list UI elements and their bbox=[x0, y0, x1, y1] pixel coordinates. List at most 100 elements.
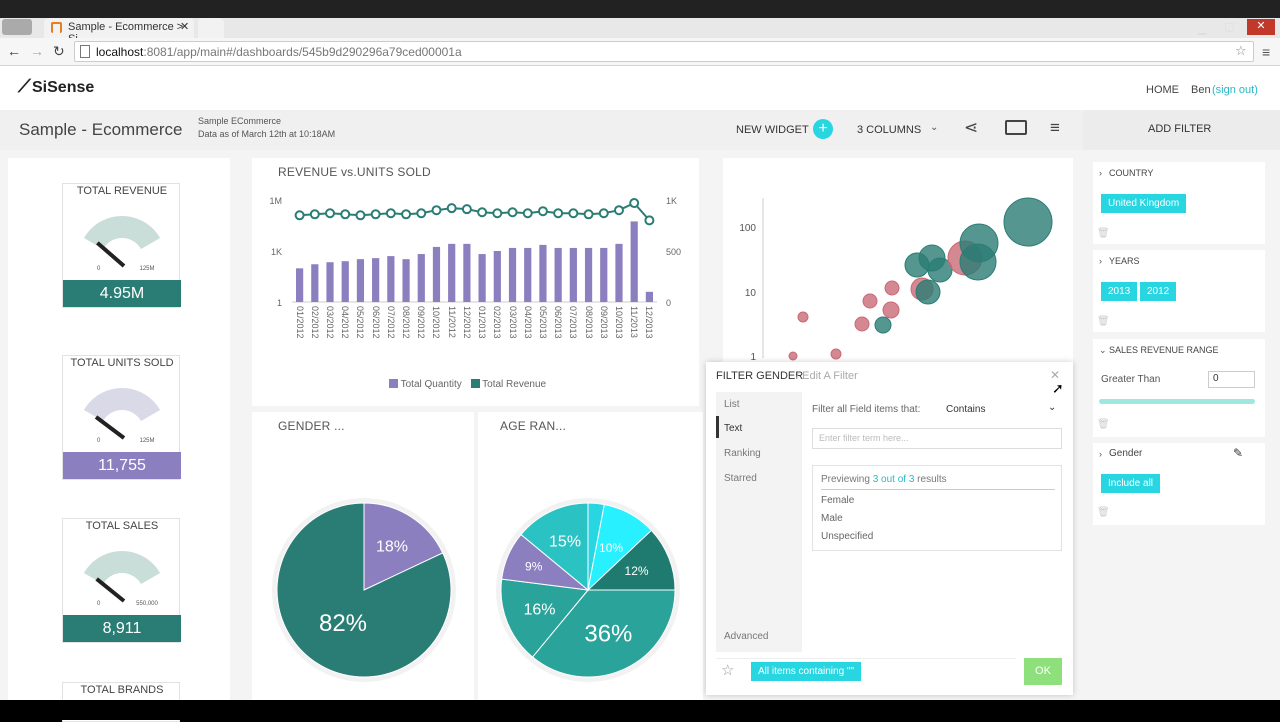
line-point[interactable] bbox=[340, 209, 351, 220]
monitor-icon[interactable] bbox=[1005, 120, 1027, 135]
trash-icon[interactable]: 🗑 bbox=[1097, 316, 1110, 327]
trash-icon[interactable]: 🗑 bbox=[1097, 419, 1110, 430]
new-tab-button[interactable] bbox=[198, 18, 224, 38]
forward-icon[interactable]: → bbox=[30, 43, 44, 59]
year-chip-2013[interactable]: 2013 bbox=[1101, 282, 1138, 301]
back-icon[interactable]: ← bbox=[7, 43, 21, 59]
bar[interactable] bbox=[630, 221, 638, 302]
line-point[interactable] bbox=[446, 203, 457, 214]
bar[interactable] bbox=[417, 254, 425, 302]
line-point[interactable] bbox=[431, 205, 442, 216]
bar[interactable] bbox=[615, 243, 623, 302]
scatter-point[interactable] bbox=[927, 257, 953, 283]
ok-button[interactable]: OK bbox=[1024, 658, 1062, 685]
line-point[interactable] bbox=[568, 208, 579, 219]
url-input[interactable]: localhost:8081/app/main#/dashboards/545b… bbox=[74, 41, 1254, 62]
pie-slice[interactable] bbox=[500, 578, 589, 658]
scatter-point[interactable] bbox=[884, 280, 900, 296]
chrome-menu-icon[interactable]: ≡ bbox=[1262, 44, 1271, 60]
trash-icon[interactable]: 🗑 bbox=[1097, 507, 1110, 518]
columns-dropdown[interactable]: 3 COLUMNS bbox=[857, 124, 922, 136]
bar[interactable] bbox=[387, 256, 395, 302]
pie-slice[interactable] bbox=[276, 502, 452, 678]
line-point[interactable] bbox=[644, 215, 655, 226]
maximize-icon[interactable]: ▢ bbox=[1224, 21, 1235, 33]
bar[interactable] bbox=[448, 243, 456, 302]
line-point[interactable] bbox=[629, 198, 640, 209]
share-icon[interactable]: ⋖ bbox=[964, 118, 979, 137]
close-window-icon[interactable]: ✕ bbox=[1247, 19, 1275, 35]
scatter-point[interactable] bbox=[959, 223, 999, 263]
scatter-point[interactable] bbox=[862, 293, 878, 309]
pie-slice[interactable] bbox=[363, 502, 444, 591]
reload-icon[interactable]: ↻ bbox=[53, 43, 65, 59]
scatter-point[interactable] bbox=[854, 316, 870, 332]
home-link[interactable]: HOME bbox=[1146, 84, 1179, 96]
line-point[interactable] bbox=[598, 208, 609, 219]
line-point[interactable] bbox=[583, 209, 594, 220]
scatter-point[interactable] bbox=[874, 316, 892, 334]
line-point[interactable] bbox=[613, 205, 624, 216]
bar[interactable] bbox=[372, 258, 380, 302]
bookmark-star-icon[interactable]: ☆ bbox=[1235, 43, 1247, 58]
year-chip-2012[interactable]: 2012 bbox=[1140, 282, 1177, 301]
greater-than-input[interactable]: 0 bbox=[1208, 371, 1255, 388]
pie-slice[interactable] bbox=[531, 589, 676, 678]
line-point[interactable] bbox=[507, 207, 518, 218]
line-point[interactable] bbox=[385, 208, 396, 219]
browser-tab[interactable]: Sample - Ecommerce > Si ✕ bbox=[44, 18, 194, 45]
range-slider[interactable] bbox=[1099, 399, 1255, 404]
menu-icon[interactable]: ≡ bbox=[1050, 118, 1060, 137]
line-point[interactable] bbox=[309, 209, 320, 220]
scatter-point[interactable] bbox=[797, 311, 809, 323]
filter-range-title[interactable]: SALES REVENUE RANGE bbox=[1109, 345, 1219, 355]
bar[interactable] bbox=[402, 259, 410, 302]
scatter-point[interactable] bbox=[830, 348, 842, 360]
bar[interactable] bbox=[326, 262, 334, 302]
scatter-point[interactable] bbox=[882, 301, 900, 319]
bar[interactable] bbox=[296, 268, 304, 302]
scatter-point[interactable] bbox=[788, 351, 798, 361]
line-point[interactable] bbox=[294, 210, 305, 221]
line-point[interactable] bbox=[416, 208, 427, 219]
chevron-down-icon[interactable]: ⌄ bbox=[1048, 402, 1057, 413]
pie-slice[interactable] bbox=[586, 529, 676, 591]
bar[interactable] bbox=[356, 259, 365, 302]
bar[interactable] bbox=[524, 247, 532, 302]
bar[interactable] bbox=[539, 244, 547, 302]
add-widget-icon[interactable]: + bbox=[813, 119, 833, 139]
filter-gender-title[interactable]: Gender bbox=[1109, 448, 1143, 459]
pencil-icon[interactable]: ✎ bbox=[1233, 446, 1244, 460]
bar[interactable] bbox=[600, 247, 608, 302]
bar[interactable] bbox=[508, 247, 517, 302]
line-point[interactable] bbox=[522, 208, 533, 219]
profile-icon[interactable] bbox=[2, 19, 32, 35]
country-chip[interactable]: United Kingdom bbox=[1101, 194, 1187, 213]
nav-ranking[interactable]: Ranking bbox=[724, 448, 761, 459]
chevron-down-icon[interactable]: ⌄ bbox=[930, 122, 939, 133]
bar[interactable] bbox=[478, 254, 486, 302]
line-point[interactable] bbox=[537, 206, 548, 217]
bar[interactable] bbox=[463, 243, 471, 302]
line-point[interactable] bbox=[325, 208, 336, 219]
nav-text[interactable]: Text bbox=[724, 423, 743, 434]
trash-icon[interactable]: 🗑 bbox=[1097, 228, 1110, 239]
star-icon[interactable]: ☆ bbox=[721, 662, 735, 679]
pie-slice[interactable] bbox=[520, 502, 589, 592]
include-all-chip[interactable]: Include all bbox=[1101, 474, 1161, 493]
bar[interactable] bbox=[569, 247, 577, 302]
operator-select[interactable]: Contains bbox=[946, 404, 986, 415]
minimize-icon[interactable]: ▁ bbox=[1198, 23, 1207, 35]
filter-country-title[interactable]: COUNTRY bbox=[1109, 168, 1154, 178]
sign-out-link[interactable]: (sign out) bbox=[1212, 84, 1258, 96]
bar[interactable] bbox=[311, 264, 319, 302]
scatter-point[interactable] bbox=[915, 279, 941, 305]
bar[interactable] bbox=[493, 251, 501, 302]
new-widget-button[interactable]: NEW WIDGET bbox=[736, 124, 809, 136]
line-point[interactable] bbox=[492, 208, 503, 219]
nav-starred[interactable]: Starred bbox=[724, 473, 757, 484]
line-point[interactable] bbox=[355, 210, 366, 221]
close-tab-icon[interactable]: ✕ bbox=[180, 21, 190, 33]
filter-term-input[interactable]: Enter filter term here... bbox=[812, 428, 1062, 449]
add-filter-button[interactable]: ADD FILTER bbox=[1148, 123, 1212, 135]
